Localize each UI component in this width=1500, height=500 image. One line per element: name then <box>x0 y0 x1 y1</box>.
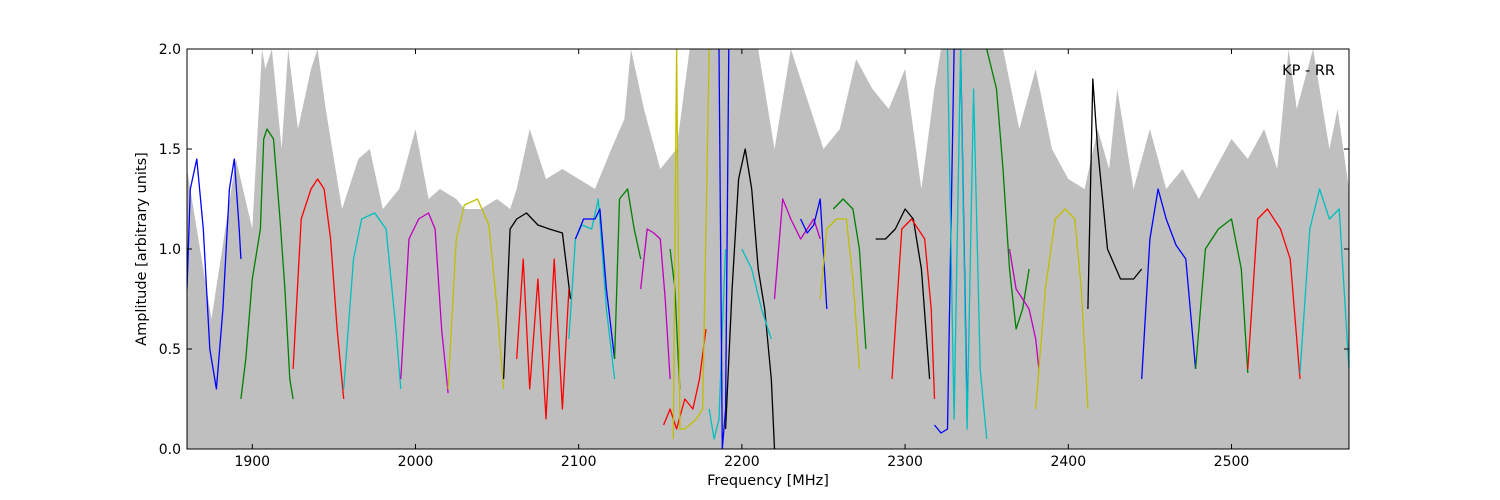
y-tick-label: 0.0 <box>159 442 181 458</box>
series-line-32 <box>1141 188 1197 380</box>
y-tick-label: 0.5 <box>159 342 181 358</box>
series-line-35 <box>1299 188 1349 374</box>
series-line-7 <box>502 212 572 380</box>
series-line-19 <box>741 248 772 340</box>
envelope-area <box>187 49 1349 449</box>
x-axis-label: Frequency [MHz] <box>707 473 829 489</box>
x-tick-label: 2500 <box>1214 454 1250 470</box>
x-tick-label: 1900 <box>234 454 270 470</box>
y-tick-label: 1.0 <box>159 242 181 258</box>
series-line-6 <box>447 198 505 390</box>
series-line-27 <box>946 49 988 440</box>
series-line-24 <box>875 208 931 380</box>
x-tick-label: 2300 <box>887 454 923 470</box>
x-axis: 1900 2000 2100 2200 2300 2400 2500 <box>234 49 1249 470</box>
series-line-30 <box>1035 208 1089 410</box>
y-axis-label: Amplitude [arbitrary units] <box>134 152 150 346</box>
y-tick-label: 1.5 <box>159 142 181 158</box>
series-line-21 <box>800 198 828 310</box>
series-line-3 <box>292 178 345 400</box>
series-line-33 <box>1194 218 1249 374</box>
series-line-23 <box>832 198 867 350</box>
series-line-11 <box>613 188 642 360</box>
series-line-2 <box>240 128 294 400</box>
x-tick-label: 2400 <box>1050 454 1086 470</box>
series-line-18 <box>724 148 776 449</box>
x-tick-label: 2200 <box>724 454 760 470</box>
series-line-5 <box>400 212 449 394</box>
plot-area <box>187 49 1349 449</box>
series-line-1 <box>187 158 242 390</box>
y-axis: 0.0 0.5 1.0 1.5 2.0 <box>159 42 1349 458</box>
series-line-28 <box>986 49 1030 330</box>
series-line-14 <box>662 328 707 430</box>
series-line-25 <box>891 218 936 400</box>
series-line-8 <box>516 258 570 420</box>
series-line-22 <box>819 218 861 370</box>
plot-clipped-group <box>187 49 1349 449</box>
series-line-15 <box>672 49 710 440</box>
series-line-29 <box>1008 248 1040 370</box>
chart-annotation: KP - RR <box>1282 63 1335 79</box>
series-line-20 <box>773 198 821 300</box>
series-line-16 <box>708 248 727 440</box>
x-tick-label: 2100 <box>561 454 597 470</box>
x-tick-label: 2000 <box>398 454 434 470</box>
series-line-12 <box>640 228 671 380</box>
series-line-34 <box>1247 208 1301 380</box>
series-line-17 <box>718 49 730 449</box>
series-line-10 <box>574 208 616 360</box>
y-tick-label: 2.0 <box>159 42 181 58</box>
series-line-31 <box>1087 78 1143 310</box>
series-line-4 <box>343 212 402 390</box>
